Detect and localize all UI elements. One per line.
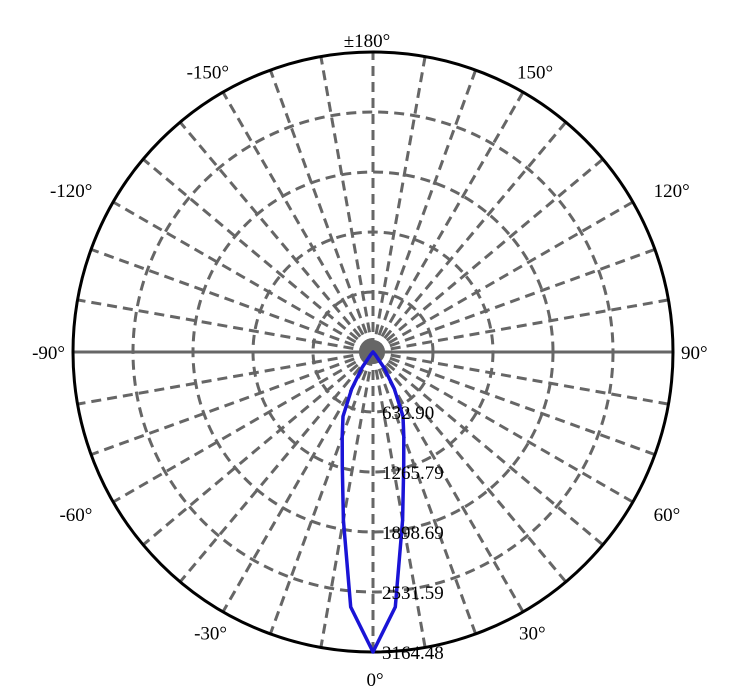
grid-spoke [112, 200, 634, 504]
grid-spoke [221, 91, 525, 613]
radial-tick-label: 3164.48 [382, 643, 444, 664]
grid-spoke [142, 158, 604, 546]
angle-label: 60° [654, 505, 681, 526]
angle-label: -90° [32, 343, 65, 364]
grid-spoke [90, 247, 656, 457]
radial-tick-label: 632.90 [382, 403, 434, 424]
angle-label: -120° [50, 181, 92, 202]
grid-spoke [77, 298, 669, 406]
grid-spoke [221, 91, 525, 613]
angle-label: 120° [654, 181, 690, 202]
radial-tick-label: 2531.59 [382, 583, 444, 604]
grid-spoke [179, 121, 567, 583]
radial-tick-label: 1265.79 [382, 463, 444, 484]
angle-label: 0° [366, 670, 383, 691]
grid-spoke [142, 158, 604, 546]
radial-tick-label: 1898.69 [382, 523, 444, 544]
angle-label: 150° [517, 62, 553, 83]
angle-label: -150° [187, 62, 229, 83]
grid-spoke [268, 69, 478, 635]
grid-spoke [319, 56, 427, 648]
grid-spoke [77, 298, 669, 406]
angle-label: -30° [194, 624, 227, 645]
grid-spoke [268, 69, 478, 635]
angle-label: ±180° [344, 31, 391, 52]
angle-label: 30° [519, 624, 546, 645]
angle-label: 90° [681, 343, 708, 364]
grid-spoke [112, 200, 634, 504]
grid-spoke [319, 56, 427, 648]
grid-spoke [90, 247, 656, 457]
grid-spoke [179, 121, 567, 583]
intensity-curve [340, 350, 406, 654]
angle-label: -60° [59, 505, 92, 526]
